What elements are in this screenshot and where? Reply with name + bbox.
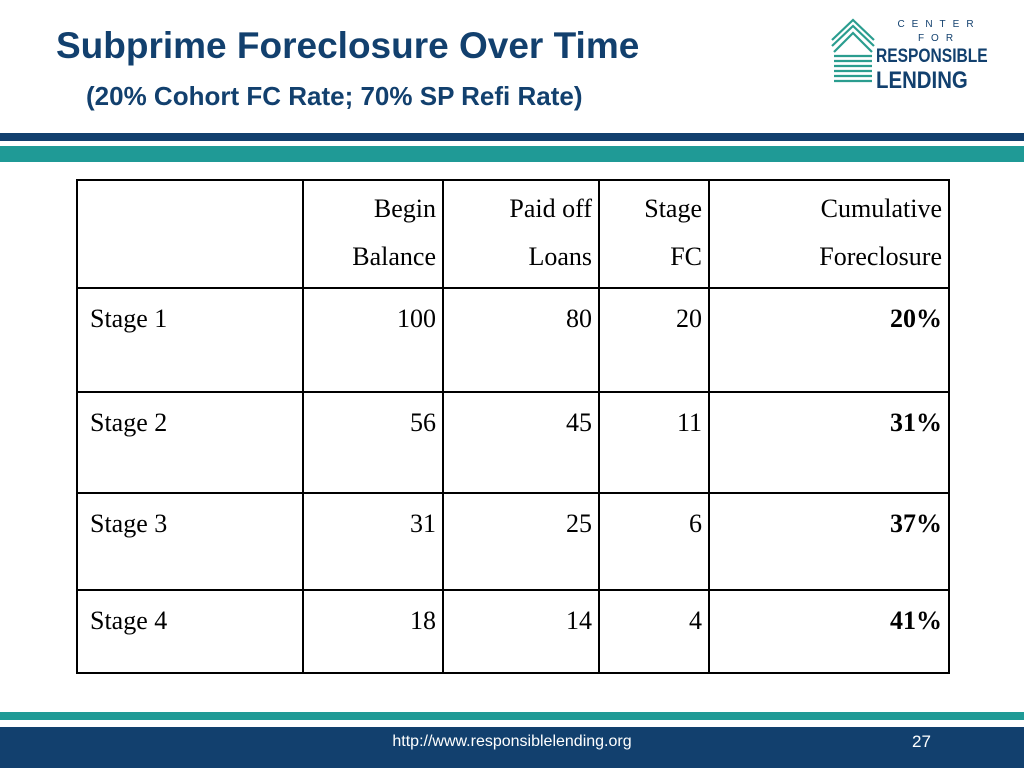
stage-label: Stage 1: [76, 287, 304, 393]
stage-label: Stage 2: [76, 391, 304, 494]
paid-off-cell: 45: [442, 391, 600, 494]
bottom-band-teal: [0, 712, 1024, 720]
stage-label: Stage 4: [76, 589, 304, 674]
cumulative-fc-cell: 41%: [708, 589, 950, 674]
top-band-teal: [0, 146, 1024, 162]
stage-fc-cell: 20: [598, 287, 710, 393]
footer-url: http://www.responsiblelending.org: [392, 733, 632, 750]
stage-fc-cell: 11: [598, 391, 710, 494]
stage-fc-cell: 6: [598, 492, 710, 591]
header-paid-off-loans: Paid off Loans: [442, 179, 600, 289]
page-number: 27: [912, 732, 931, 751]
header-stage-fc: Stage FC: [598, 179, 710, 289]
table-row: Stage 1 100 80 20 20%: [76, 287, 950, 393]
crl-logo: CENTER FOR RESPONSIBLE LENDING: [830, 14, 1000, 94]
header-cumulative-foreclosure: Cumulative Foreclosure: [708, 179, 950, 289]
begin-balance-cell: 18: [302, 589, 444, 674]
cumulative-fc-cell: 20%: [708, 287, 950, 393]
cumulative-fc-cell: 31%: [708, 391, 950, 494]
stage-label: Stage 3: [76, 492, 304, 591]
table-header-row: Begin Balance Paid off Loans Stage FC Cu…: [76, 179, 950, 289]
begin-balance-cell: 31: [302, 492, 444, 591]
top-band-navy: [0, 133, 1024, 141]
header-begin-balance: Begin Balance: [302, 179, 444, 289]
table-row: Stage 4 18 14 4 41%: [76, 589, 950, 674]
header-empty: [76, 179, 304, 289]
foreclosure-table: Begin Balance Paid off Loans Stage FC Cu…: [76, 179, 950, 674]
paid-off-cell: 80: [442, 287, 600, 393]
begin-balance-cell: 56: [302, 391, 444, 494]
house-icon: [831, 18, 875, 83]
logo-line-lending: LENDING: [876, 67, 968, 94]
paid-off-cell: 14: [442, 589, 600, 674]
footer-bar: [0, 727, 1024, 768]
logo-line-center-for: CENTER FOR: [897, 19, 981, 44]
table-row: Stage 2 56 45 11 31%: [76, 391, 950, 494]
cumulative-fc-cell: 37%: [708, 492, 950, 591]
paid-off-cell: 25: [442, 492, 600, 591]
slide-title: Subprime Foreclosure Over Time: [56, 25, 640, 66]
stage-fc-cell: 4: [598, 589, 710, 674]
begin-balance-cell: 100: [302, 287, 444, 393]
slide-subtitle: (20% Cohort FC Rate; 70% SP Refi Rate): [86, 81, 583, 111]
logo-line-responsible: RESPONSIBLE: [876, 46, 988, 67]
table-row: Stage 3 31 25 6 37%: [76, 492, 950, 591]
